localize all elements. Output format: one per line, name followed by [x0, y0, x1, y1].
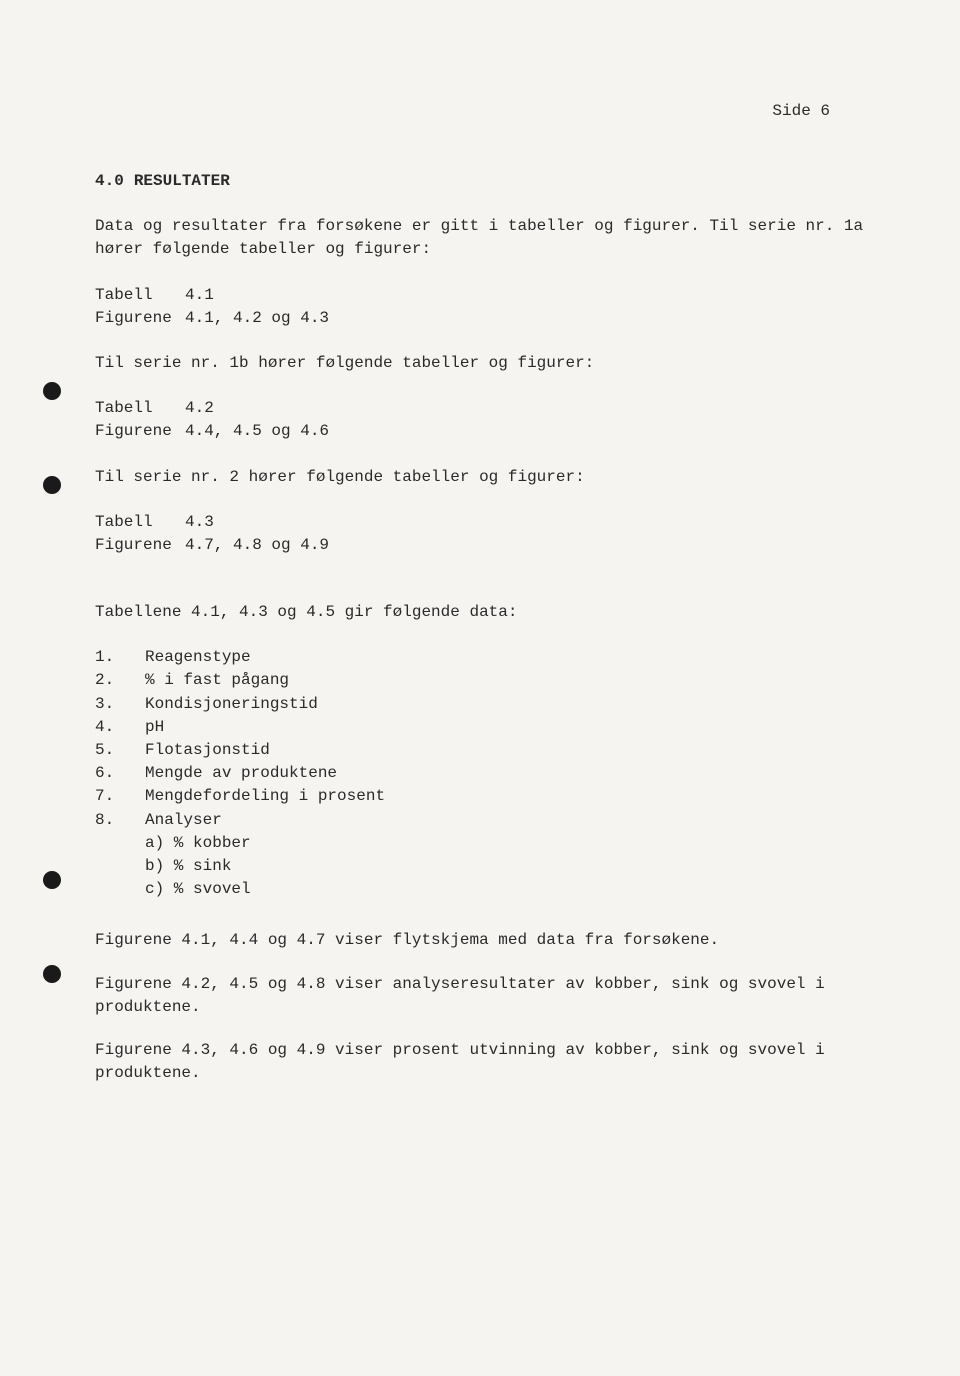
sublist-item: a) % kobber: [145, 832, 875, 855]
hole-punch-bullet: [43, 476, 61, 494]
list-item: 3.Kondisjoneringstid: [95, 693, 875, 716]
section-heading: 4.0 RESULTATER: [95, 170, 875, 193]
tables-line: Tabellene 4.1, 4.3 og 4.5 gir følgende d…: [95, 601, 875, 624]
table-figure-block: Tabell4.3 Figurene4.7, 4.8 og 4.9: [95, 511, 875, 557]
page-number: Side 6: [772, 100, 830, 123]
value: 4.4, 4.5 og 4.6: [185, 422, 329, 440]
final-paragraph: Figurene 4.2, 4.5 og 4.8 viser analysere…: [95, 973, 875, 1019]
hole-punch-bullet: [43, 382, 61, 400]
series-line: Til serie nr. 2 hører følgende tabeller …: [95, 466, 875, 489]
value: 4.3: [185, 513, 214, 531]
value: 4.1, 4.2 og 4.3: [185, 309, 329, 327]
final-paragraph: Figurene 4.1, 4.4 og 4.7 viser flytskjem…: [95, 929, 875, 952]
section-title: RESULTATER: [134, 172, 230, 190]
sublist-item: b) % sink: [145, 855, 875, 878]
label-tabell: Tabell: [95, 511, 185, 534]
list-item: 1.Reagenstype: [95, 646, 875, 669]
label-tabell: Tabell: [95, 284, 185, 307]
value: 4.1: [185, 286, 214, 304]
list-item: 7.Mengdefordeling i prosent: [95, 785, 875, 808]
hole-punch-bullet: [43, 965, 61, 983]
list-item: 8.Analyser: [95, 809, 875, 832]
label-figurene: Figurene: [95, 307, 185, 330]
list-item: 4.pH: [95, 716, 875, 739]
hole-punch-bullet: [43, 871, 61, 889]
section-number: 4.0: [95, 172, 124, 190]
final-paragraphs: Figurene 4.1, 4.4 og 4.7 viser flytskjem…: [95, 929, 875, 1085]
document-body: 4.0 RESULTATER Data og resultater fra for…: [95, 170, 875, 1085]
list-item: 6.Mengde av produktene: [95, 762, 875, 785]
table-figure-block: Tabell4.2 Figurene4.4, 4.5 og 4.6: [95, 397, 875, 443]
final-paragraph: Figurene 4.3, 4.6 og 4.9 viser prosent u…: [95, 1039, 875, 1085]
value: 4.7, 4.8 og 4.9: [185, 536, 329, 554]
series-line: Til serie nr. 1b hører følgende tabeller…: [95, 352, 875, 375]
list-item: 5.Flotasjonstid: [95, 739, 875, 762]
table-figure-block: Tabell4.1 Figurene4.1, 4.2 og 4.3: [95, 284, 875, 330]
numbered-list: 1.Reagenstype 2.% i fast pågang 3.Kondis…: [95, 646, 875, 901]
intro-paragraph: Data og resultater fra forsøkene er gitt…: [95, 215, 875, 261]
sublist: a) % kobber b) % sink c) % svovel: [145, 832, 875, 902]
value: 4.2: [185, 399, 214, 417]
label-figurene: Figurene: [95, 534, 185, 557]
list-item: 2.% i fast pågang: [95, 669, 875, 692]
label-tabell: Tabell: [95, 397, 185, 420]
label-figurene: Figurene: [95, 420, 185, 443]
sublist-item: c) % svovel: [145, 878, 875, 901]
